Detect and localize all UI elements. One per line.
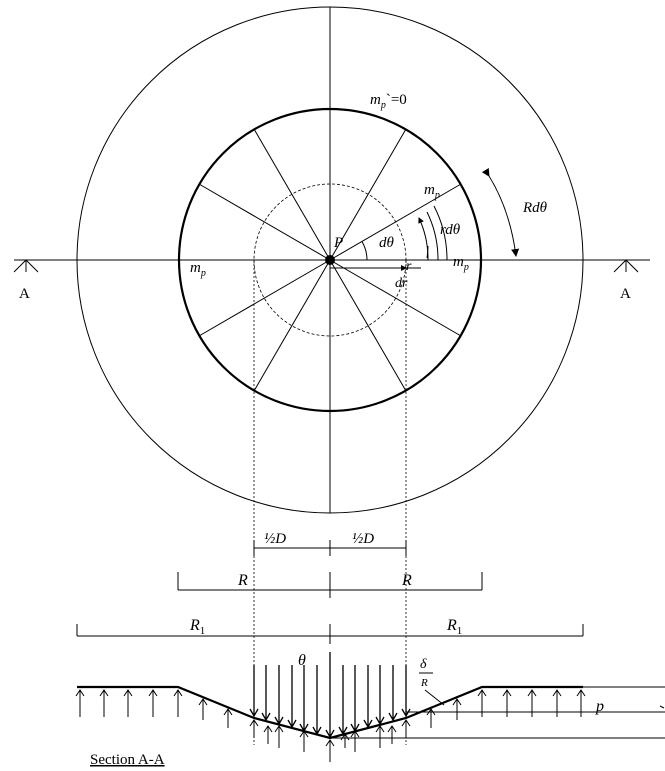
r-label: r	[406, 259, 412, 274]
half-D-left-label: ½D	[264, 531, 286, 547]
R1-left-label: R1	[189, 617, 205, 637]
dr-label: dr	[395, 276, 408, 291]
plan-view: mp`=0 mp mp mp P dθ rdθ Rdθ r dr A A	[13, 6, 650, 514]
mp-zero-label: mp`=0	[370, 92, 407, 111]
rdtheta-arc-1	[418, 217, 429, 261]
Rdtheta-arrow	[481, 167, 520, 257]
R1-right-label: R1	[446, 617, 462, 637]
P-label: P	[333, 235, 343, 251]
delta-label: δ	[420, 657, 427, 672]
section-marker-left	[13, 259, 39, 273]
rdtheta-label: rdθ	[440, 222, 461, 238]
load-arrows	[249, 652, 411, 739]
dtheta-arc	[361, 241, 368, 261]
R-left-label: R	[237, 572, 248, 589]
rdtheta-arc-3	[433, 205, 448, 261]
Rdtheta-label: Rdθ	[522, 200, 548, 216]
projection-lines	[253, 260, 407, 745]
dtheta-label: dθ	[379, 235, 395, 251]
point-load-P	[325, 255, 335, 265]
slope-leader	[424, 689, 445, 706]
half-D-right-label: ½D	[352, 531, 374, 547]
dimension-lines	[76, 540, 584, 644]
rdtheta-arc-2	[426, 211, 439, 261]
mp-label-upper: mp	[424, 182, 440, 201]
mp-label-left: mp	[190, 260, 206, 279]
mp-label-right: mp	[453, 254, 469, 273]
p-label: p	[595, 698, 604, 715]
theta-label: θ	[298, 652, 306, 669]
rdtheta-arc-tick	[426, 245, 429, 259]
section-title: Section A-A	[90, 752, 165, 768]
section-A-right-label: A	[620, 286, 631, 302]
radial-yield-lines	[198, 128, 462, 392]
reaction-arrows	[75, 689, 586, 762]
R-right-label: R	[401, 572, 412, 589]
section-marker-right	[613, 259, 639, 273]
delta-den-label: R	[420, 677, 428, 689]
section-view: δ R p θ	[75, 652, 665, 768]
section-A-left-label: A	[19, 286, 30, 302]
